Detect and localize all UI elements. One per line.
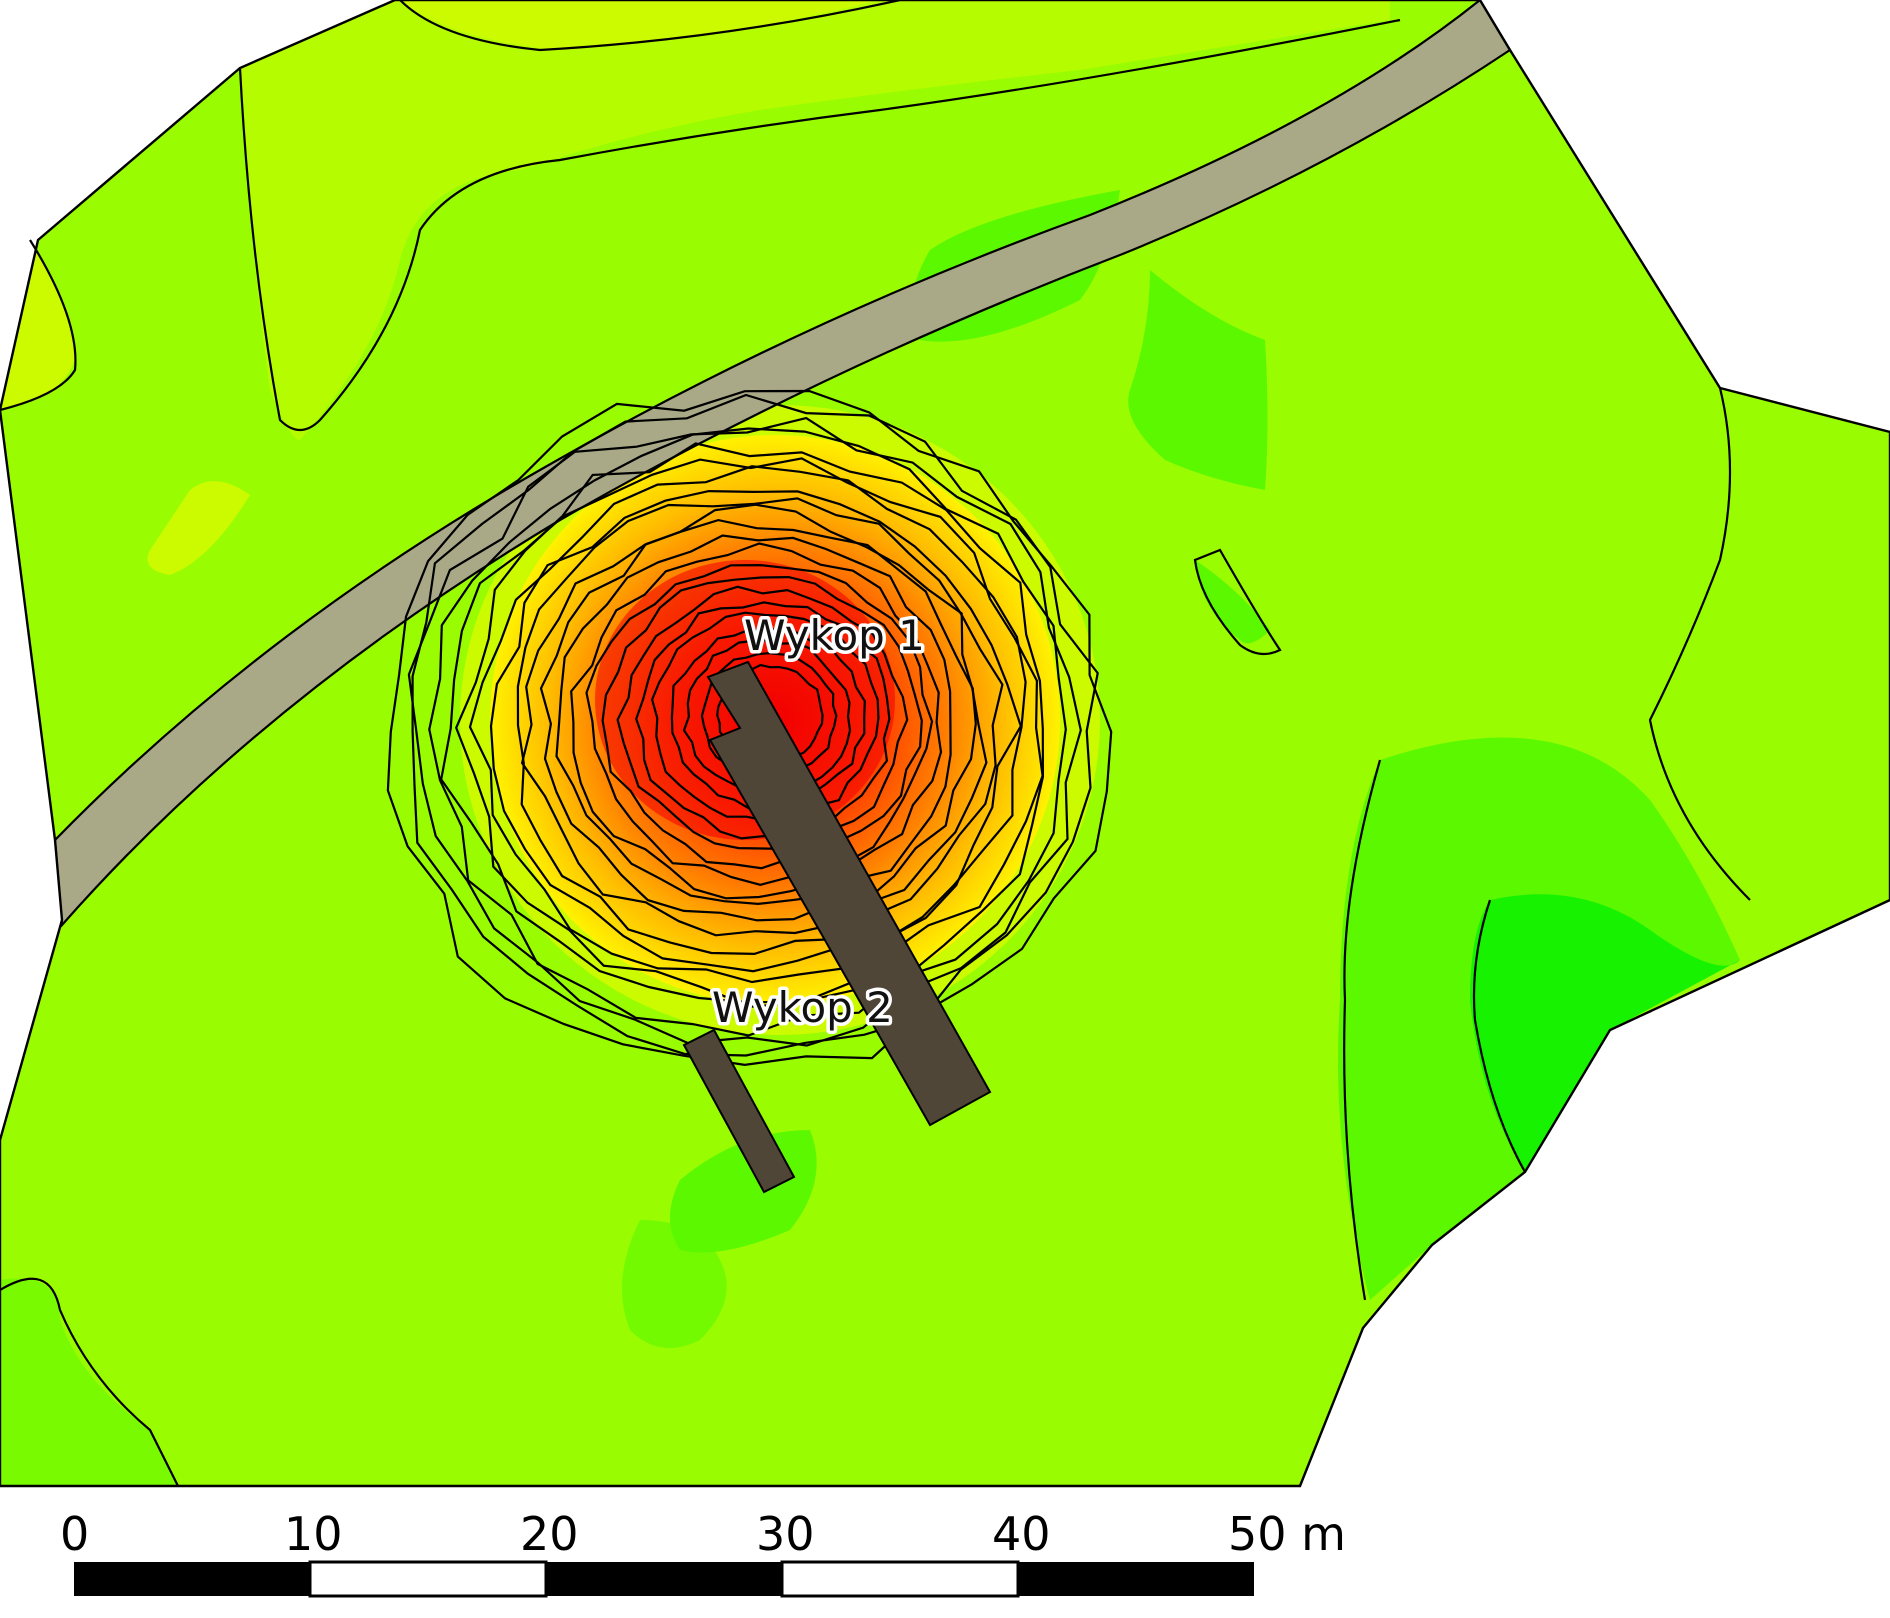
contour-line bbox=[0, 1277, 179, 1487]
scale-segment-3 bbox=[546, 1562, 782, 1596]
terrain-southwest-depression bbox=[0, 1278, 178, 1486]
terrain-knoll bbox=[147, 481, 250, 575]
contour-line bbox=[0, 239, 77, 412]
terrain-east-depression bbox=[1128, 270, 1268, 490]
scale-tick-40: 40 bbox=[992, 1507, 1051, 1561]
terrain-west-high bbox=[0, 240, 75, 410]
terrain-lowest-ground bbox=[1470, 894, 1740, 1172]
terrain-south-depression-2 bbox=[622, 1220, 727, 1348]
scale-tick-30: 30 bbox=[756, 1507, 815, 1561]
scale-segment-2 bbox=[308, 1560, 548, 1598]
scale-tick-20: 20 bbox=[520, 1507, 579, 1561]
scale-tick-10: 10 bbox=[284, 1507, 343, 1561]
scale-segment-1 bbox=[74, 1562, 310, 1596]
trench-wykop-1-label: Wykop 1 bbox=[744, 611, 925, 660]
site-boundary bbox=[0, 0, 1890, 1488]
scale-tick-50: 50 m bbox=[1228, 1507, 1346, 1561]
contour-line bbox=[238, 18, 1401, 432]
terrain-small-depression bbox=[1195, 560, 1270, 644]
scale-bar-icon: 0 10 20 30 40 50 m bbox=[60, 1507, 1346, 1598]
contour-line bbox=[1648, 387, 1751, 901]
scale-segment-5 bbox=[1018, 1562, 1254, 1596]
contour-line bbox=[1193, 548, 1282, 656]
terrain-northwest-high bbox=[0, 0, 1390, 440]
trench-wykop-2-label: Wykop 2 bbox=[712, 983, 893, 1032]
trench-wykop-1-shape bbox=[706, 660, 992, 1127]
scale-segment-4 bbox=[780, 1560, 1020, 1598]
trench-wykop-1[interactable]: Wykop 1 bbox=[706, 608, 992, 1127]
contour-line bbox=[1343, 759, 1382, 1301]
contour-line bbox=[399, 0, 901, 52]
contour-line bbox=[1472, 899, 1526, 1173]
scale-tick-0: 0 bbox=[60, 1507, 89, 1561]
trench-wykop-2[interactable]: Wykop 2 bbox=[682, 980, 896, 1194]
terrain-fill bbox=[0, 0, 1890, 1486]
trench-wykop-2-shape bbox=[682, 1028, 796, 1194]
